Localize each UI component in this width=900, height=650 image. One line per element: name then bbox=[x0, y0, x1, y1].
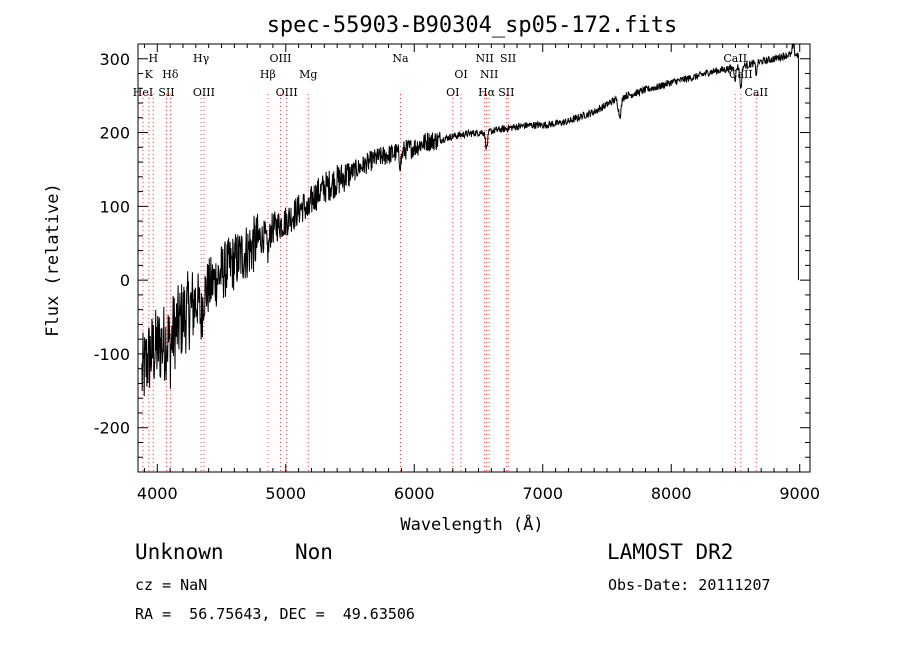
line-marker-label: HeI bbox=[133, 86, 153, 99]
x-axis-label: Wavelength (Å) bbox=[400, 513, 543, 535]
y-tick-label: -200 bbox=[94, 419, 130, 438]
class-label: Unknown bbox=[135, 540, 224, 564]
line-marker-label: H bbox=[148, 52, 158, 65]
line-marker-label: NII bbox=[476, 52, 494, 65]
x-tick-label: 9000 bbox=[779, 484, 820, 503]
x-tick-label: 7000 bbox=[522, 484, 563, 503]
subclass-label: Non bbox=[295, 540, 333, 564]
y-tick-label: 0 bbox=[120, 271, 130, 290]
coords-text: RA = 56.75643, DEC = 49.63506 bbox=[135, 605, 415, 623]
spectrum-line bbox=[141, 43, 799, 397]
line-marker-label: OIII bbox=[193, 86, 215, 99]
line-marker-label: Mg bbox=[299, 68, 317, 81]
line-marker-label: OI bbox=[454, 68, 467, 81]
line-marker-label: SII bbox=[158, 86, 174, 99]
x-tick-label: 5000 bbox=[265, 484, 306, 503]
line-marker-label: CaII bbox=[729, 68, 753, 81]
line-marker-label: Hα bbox=[478, 86, 496, 99]
line-marker-label: SII bbox=[500, 52, 516, 65]
y-tick-label: 100 bbox=[99, 197, 130, 216]
line-marker-label: CaII bbox=[723, 52, 747, 65]
spectrum-line-group bbox=[141, 43, 799, 397]
x-tick-label: 6000 bbox=[394, 484, 435, 503]
line-marker-label: SII bbox=[498, 86, 514, 99]
plot-frame bbox=[137, 43, 811, 473]
line-marker-label: OIII bbox=[276, 86, 298, 99]
line-marker-label: Hδ bbox=[162, 68, 179, 81]
x-tick-label: 8000 bbox=[651, 484, 692, 503]
x-tick-label: 4000 bbox=[137, 484, 178, 503]
y-tick-label: 300 bbox=[99, 50, 130, 69]
line-marker-label: K bbox=[145, 68, 154, 81]
line-marker-label: NII bbox=[480, 68, 498, 81]
x-axis-ticks: 4000 5000 6000 7000 8000 9000 bbox=[137, 44, 820, 503]
obs-date-text: Obs-Date: 20111207 bbox=[608, 576, 771, 594]
survey-label: LAMOST DR2 bbox=[607, 540, 734, 564]
y-tick-label: -100 bbox=[94, 345, 130, 364]
line-marker-label: Hβ bbox=[260, 68, 276, 81]
y-axis-ticks: -200 -100 0 100 200 300 bbox=[94, 50, 810, 458]
y-tick-label: 200 bbox=[99, 124, 130, 143]
line-marker-label: OI bbox=[446, 86, 459, 99]
line-marker-label: Na bbox=[392, 52, 409, 65]
line-marker-label: Hγ bbox=[193, 52, 210, 65]
line-marker-label: CaII bbox=[744, 86, 768, 99]
line-marker-label: OIII bbox=[269, 52, 291, 65]
chart-title: spec-55903-B90304_sp05-172.fits bbox=[267, 13, 678, 38]
y-axis-label: Flux (relative) bbox=[43, 183, 63, 337]
cz-text: cz = NaN bbox=[135, 576, 208, 594]
